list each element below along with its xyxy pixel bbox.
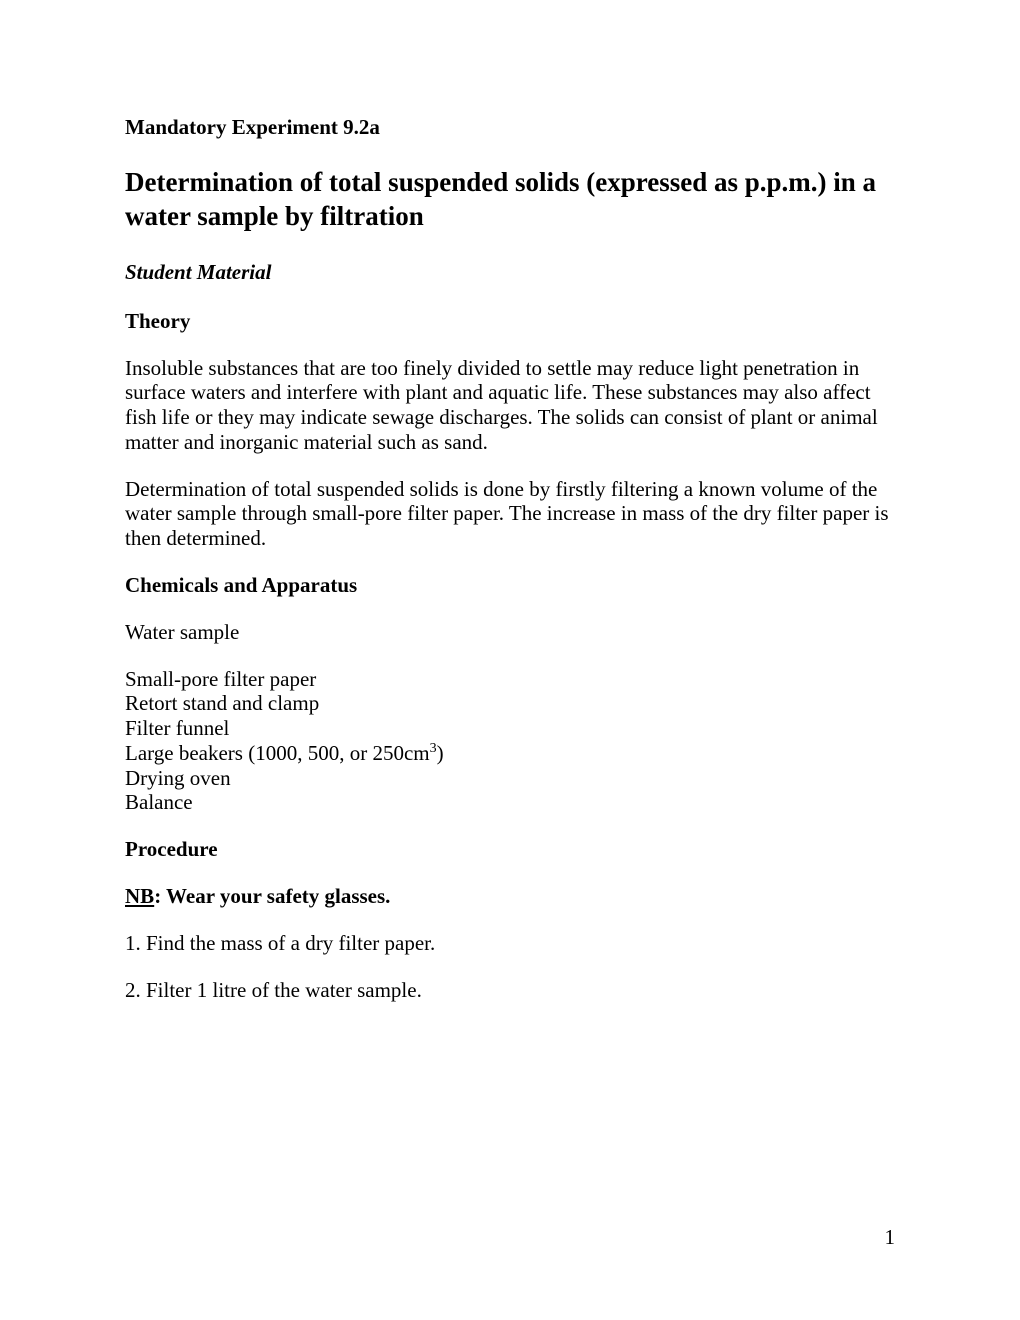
- procedure-step-1: 1. Find the mass of a dry filter paper.: [125, 931, 895, 956]
- student-material-heading: Student Material: [125, 260, 895, 285]
- procedure-step-2: 2. Filter 1 litre of the water sample.: [125, 978, 895, 1003]
- experiment-label: Mandatory Experiment 9.2a: [125, 115, 895, 140]
- apparatus-item-4: Large beakers (1000, 500, or 250cm3): [125, 741, 895, 766]
- page-number: 1: [885, 1225, 896, 1250]
- document-page: Mandatory Experiment 9.2a Determination …: [0, 0, 1020, 1003]
- apparatus-item-3: Filter funnel: [125, 716, 895, 741]
- apparatus-item-4-pre: Large beakers (1000, 500, or 250cm: [125, 741, 430, 765]
- theory-heading: Theory: [125, 309, 895, 334]
- theory-paragraph-1: Insoluble substances that are too finely…: [125, 356, 895, 455]
- chemicals-heading: Chemicals and Apparatus: [125, 573, 895, 598]
- procedure-heading: Procedure: [125, 837, 895, 862]
- procedure-nb-line: NB: Wear your safety glasses.: [125, 884, 895, 909]
- theory-paragraph-2: Determination of total suspended solids …: [125, 477, 895, 551]
- apparatus-item-5: Drying oven: [125, 766, 895, 791]
- apparatus-item-6: Balance: [125, 790, 895, 815]
- nb-text: : Wear your safety glasses.: [154, 884, 390, 908]
- apparatus-item-4-superscript: 3: [430, 741, 437, 756]
- chemicals-single-item: Water sample: [125, 620, 895, 645]
- apparatus-item-2: Retort stand and clamp: [125, 691, 895, 716]
- apparatus-item-1: Small-pore filter paper: [125, 667, 895, 692]
- chemicals-item-water: Water sample: [125, 620, 895, 645]
- apparatus-item-4-post: ): [437, 741, 444, 765]
- main-title: Determination of total suspended solids …: [125, 166, 895, 234]
- nb-label: NB: [125, 884, 154, 908]
- apparatus-list: Small-pore filter paper Retort stand and…: [125, 667, 895, 816]
